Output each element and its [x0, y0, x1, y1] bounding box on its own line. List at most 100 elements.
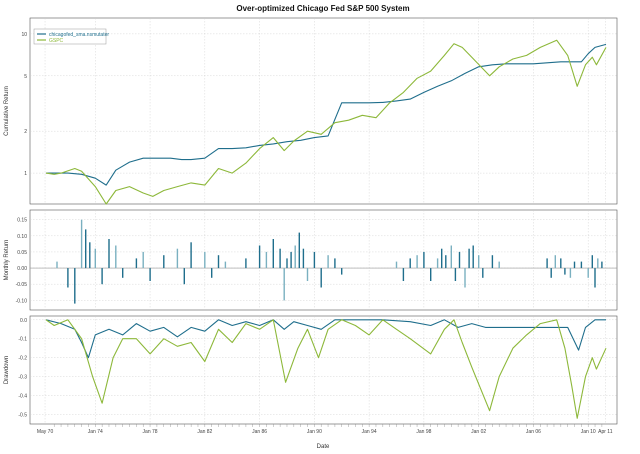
x-tick-label: Jan 90	[307, 429, 322, 435]
monthly-return-bar	[409, 258, 411, 269]
monthly-return-bar	[458, 251, 461, 268]
monthly-grid	[30, 210, 617, 310]
x-axis-label: Date	[317, 444, 330, 450]
monthly-return-bar	[176, 248, 179, 269]
drawdown-grid	[30, 316, 617, 424]
x-minor-ticks	[54, 424, 603, 427]
monthly-return-bar	[183, 268, 185, 285]
monthly-return-bar	[74, 268, 76, 304]
x-tick-label: Jan 82	[197, 429, 212, 435]
series-line-cumulative-system	[46, 43, 607, 186]
cumulative-y-label: Cumulative Return	[4, 86, 10, 136]
monthly-return-bar	[327, 255, 329, 269]
monthly-return-bar	[290, 251, 292, 268]
y-tick-label: -0.5	[18, 413, 27, 419]
monthly-return-bar	[450, 245, 452, 269]
monthly-return-bar	[283, 268, 285, 301]
monthly-plot	[30, 219, 617, 304]
y-tick-label: -0.4	[18, 394, 27, 400]
series-line-cumulative-gspc	[45, 39, 607, 205]
monthly-y-ticks: -0.10 -0.05 0.00 0.05 0.10 0.15	[16, 218, 28, 305]
monthly-return-bar	[211, 268, 213, 278]
monthly-return-bar	[190, 242, 192, 269]
monthly-return-bar	[402, 268, 405, 281]
monthly-return-bar	[306, 268, 309, 281]
monthly-return-bar	[320, 268, 322, 288]
y-tick-label: 5	[24, 74, 27, 80]
monthly-return-bar	[122, 268, 124, 278]
chart-title: Over-optimized Chicago Fed S&P 500 Syste…	[236, 4, 409, 13]
x-tick-label: Jan 02	[471, 429, 486, 435]
x-ticks: May 70 Jan 74 Jan 78 Jan 82 Jan 86 Jan 90 Jan …	[37, 429, 613, 435]
x-tick-label: Jan 74	[88, 429, 103, 435]
monthly-return-bar	[423, 251, 425, 268]
monthly-return-bar	[594, 268, 596, 288]
series-line-drawdown-system	[45, 319, 606, 359]
monthly-return-bar	[135, 258, 138, 269]
monthly-return-bar	[80, 219, 83, 269]
monthly-return-bar	[454, 268, 457, 281]
monthly-return-bar	[224, 261, 227, 269]
monthly-return-bar	[265, 251, 268, 268]
monthly-return-bar	[468, 248, 470, 269]
x-tick-label: Apr 11	[598, 429, 613, 435]
monthly-return-bar	[445, 255, 447, 269]
monthly-return-bar	[163, 255, 165, 269]
monthly-return-bar	[334, 258, 336, 269]
monthly-return-bar	[149, 268, 151, 281]
monthly-return-bar	[56, 261, 58, 269]
monthly-return-bar	[294, 245, 296, 269]
monthly-return-bar	[94, 248, 96, 269]
y-tick-label: 2	[24, 129, 27, 135]
monthly-return-bar	[569, 268, 572, 278]
monthly-return-bar	[491, 255, 494, 269]
monthly-return-bar	[472, 245, 474, 269]
x-tick-label: Jan 10	[581, 429, 596, 435]
y-tick-label: 10	[21, 32, 27, 38]
monthly-return-bar	[298, 232, 300, 269]
monthly-return-bar	[564, 268, 566, 275]
monthly-return-bar	[597, 258, 599, 269]
monthly-return-bar	[482, 268, 484, 278]
monthly-y-label: Monthly Return	[4, 240, 10, 281]
drawdown-panel: -0.5 -0.4 -0.3 -0.2 -0.1 0.0 Drawdown	[4, 315, 618, 425]
monthly-return-bar	[587, 268, 589, 278]
monthly-return-bar	[591, 255, 593, 269]
monthly-return-bar	[498, 261, 500, 269]
monthly-return-bar	[546, 258, 548, 269]
monthly-return-bar	[313, 251, 316, 268]
monthly-panel-frame	[29, 209, 618, 311]
legend-label-system: chicagofed_sma.nsmutater	[49, 32, 109, 38]
monthly-return-bar	[416, 255, 418, 269]
cumulative-plot	[45, 39, 607, 205]
monthly-return-bar	[302, 248, 305, 269]
monthly-return-bar	[142, 251, 144, 268]
x-tick-label: Jan 06	[526, 429, 541, 435]
y-tick-label: -0.1	[18, 337, 27, 343]
monthly-return-bar	[550, 268, 552, 278]
series-line-drawdown-gspc	[45, 319, 607, 419]
monthly-return-bar	[395, 261, 398, 269]
drawdown-panel-frame	[29, 315, 618, 425]
monthly-return-bar	[101, 268, 103, 285]
monthly-return-bar	[601, 261, 603, 269]
monthly-return-bar	[478, 255, 480, 269]
monthly-return-bar	[554, 255, 556, 269]
y-tick-label: -0.2	[18, 356, 27, 362]
drawdown-plot	[45, 319, 607, 419]
x-tick-label: May 70	[37, 429, 54, 435]
cumulative-panel-frame	[29, 17, 618, 205]
y-tick-label: 1	[24, 171, 27, 177]
monthly-return-bar	[245, 258, 247, 269]
x-tick-label: Jan 98	[416, 429, 431, 435]
y-tick-label: -0.05	[16, 282, 28, 288]
monthly-return-bar	[85, 229, 87, 269]
monthly-return-bar	[464, 268, 466, 288]
monthly-return-bar	[573, 261, 576, 269]
monthly-return-bar	[89, 242, 91, 269]
monthly-return-bar	[430, 268, 432, 281]
monthly-return-bar	[560, 258, 562, 269]
monthly-return-bar	[441, 248, 443, 269]
cumulative-panel: 1 2 5 10 Cumulative Return chicagofed_sma.n…	[4, 17, 618, 205]
